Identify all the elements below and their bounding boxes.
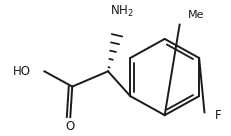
Text: NH$_2$: NH$_2$ (109, 4, 133, 19)
Text: Me: Me (187, 10, 203, 20)
Text: O: O (65, 120, 75, 133)
Text: HO: HO (12, 65, 30, 78)
Text: F: F (213, 109, 220, 122)
